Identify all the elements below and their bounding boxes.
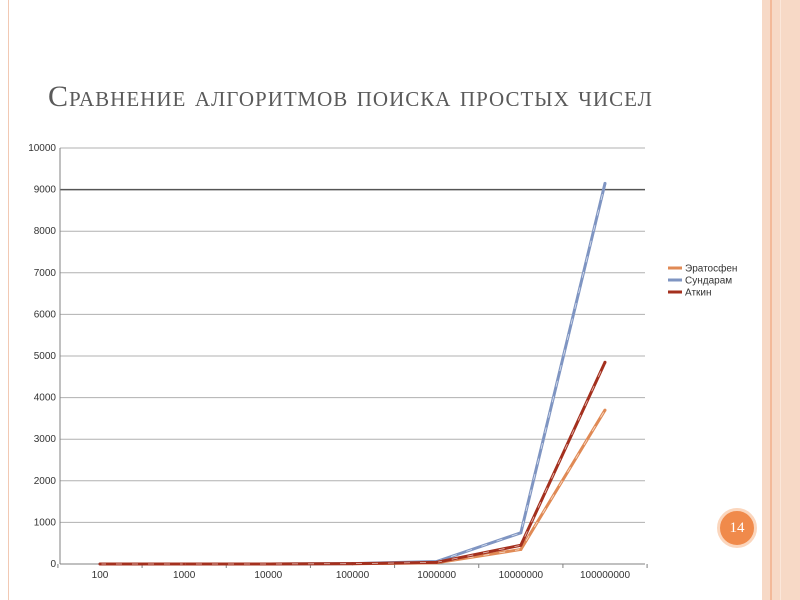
- series-point: [435, 560, 439, 564]
- series-point: [603, 181, 607, 185]
- slide-title: Сравнение алгоритмов поиска простых чисе…: [48, 80, 653, 113]
- x-tick-label: 100000: [336, 570, 370, 581]
- slide-side-line-light: [780, 0, 781, 600]
- slide-frame: [8, 0, 763, 600]
- y-tick-label: 0: [50, 559, 56, 570]
- x-tick-label: 1000000: [417, 570, 456, 581]
- series-point: [519, 543, 523, 547]
- y-tick-label: 8000: [34, 226, 57, 237]
- series-line: [100, 183, 607, 566]
- series-point: [182, 562, 186, 566]
- series-line-highlight: [100, 409, 606, 565]
- y-tick-label: 7000: [34, 268, 57, 279]
- x-tick-label: 100: [92, 570, 109, 581]
- series-point: [519, 531, 523, 535]
- x-tick-label: 100000000: [580, 570, 630, 581]
- y-tick-label: 3000: [34, 434, 57, 445]
- x-tick-label: 1000: [173, 570, 196, 581]
- legend-label: Эратосфен: [685, 263, 737, 275]
- page-number-badge: 14: [717, 508, 757, 548]
- series-point: [603, 408, 607, 412]
- slide-side-band: [762, 0, 800, 600]
- series-point: [266, 562, 270, 566]
- x-tick-label: 10000: [254, 570, 282, 581]
- y-tick-label: 9000: [34, 185, 57, 196]
- legend-label: Аткин: [685, 288, 712, 299]
- series-line-highlight: [100, 183, 606, 565]
- y-tick-label: 2000: [34, 476, 57, 487]
- y-tick-label: 1000: [34, 517, 57, 528]
- y-tick-label: 6000: [34, 309, 57, 320]
- series-point: [351, 562, 354, 566]
- slide-side-line: [770, 0, 772, 600]
- series-line: [100, 409, 607, 566]
- x-tick-label: 10000000: [499, 570, 544, 581]
- y-tick-label: 10000: [28, 143, 56, 154]
- legend-label: Сундарам: [685, 276, 732, 287]
- series-point: [98, 562, 102, 566]
- series-point: [519, 547, 523, 551]
- y-tick-label: 4000: [34, 393, 57, 404]
- y-tick-label: 5000: [34, 351, 57, 362]
- series-point: [603, 360, 607, 364]
